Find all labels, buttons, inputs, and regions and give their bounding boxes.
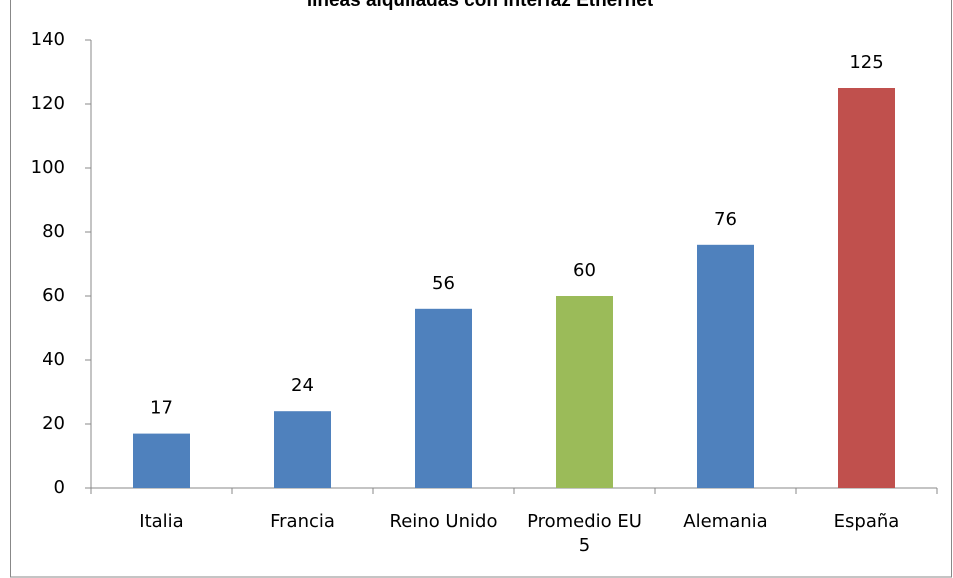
y-tick-label: 60 — [42, 285, 65, 306]
x-tick-label-box: Italia — [139, 511, 184, 532]
data-label: 24 — [291, 375, 314, 396]
x-tick-label: España — [833, 511, 900, 532]
data-label: 56 — [432, 273, 455, 294]
bar — [415, 308, 472, 488]
x-tick-label-box: Reino Unido — [389, 511, 498, 532]
y-tick-label: 0 — [54, 477, 65, 498]
bar — [838, 88, 895, 488]
y-tick-label: 100 — [31, 157, 65, 178]
x-tick-label: Francia — [270, 511, 335, 532]
data-label: 17 — [150, 398, 173, 419]
y-tick-label: 140 — [31, 29, 65, 50]
y-tick-label: 80 — [42, 221, 65, 242]
chart-frame — [10, 0, 952, 578]
bar — [556, 296, 613, 488]
x-tick-label-box: España — [833, 511, 900, 532]
x-tick-label-box: Promedio EU 5 — [527, 511, 642, 556]
x-tick-label: Reino Unido — [389, 511, 498, 532]
x-tick-label: Alemania — [683, 511, 768, 532]
x-tick-label: Promedio EU 5 — [527, 511, 642, 556]
bar — [133, 433, 190, 488]
y-tick-label: 20 — [42, 413, 65, 434]
data-label: 60 — [573, 260, 596, 281]
bar — [274, 411, 331, 488]
data-label: 125 — [849, 52, 883, 73]
bar — [697, 244, 754, 488]
x-tick-label-box: Alemania — [683, 511, 768, 532]
x-tick-label: Italia — [139, 511, 184, 532]
y-tick-label: 40 — [42, 349, 65, 370]
y-tick-label: 120 — [31, 93, 65, 114]
chart-title: líneas alquiladas con interfaz Ethernet — [307, 0, 654, 11]
data-label: 76 — [714, 209, 737, 230]
x-tick-label-box: Francia — [270, 511, 335, 532]
